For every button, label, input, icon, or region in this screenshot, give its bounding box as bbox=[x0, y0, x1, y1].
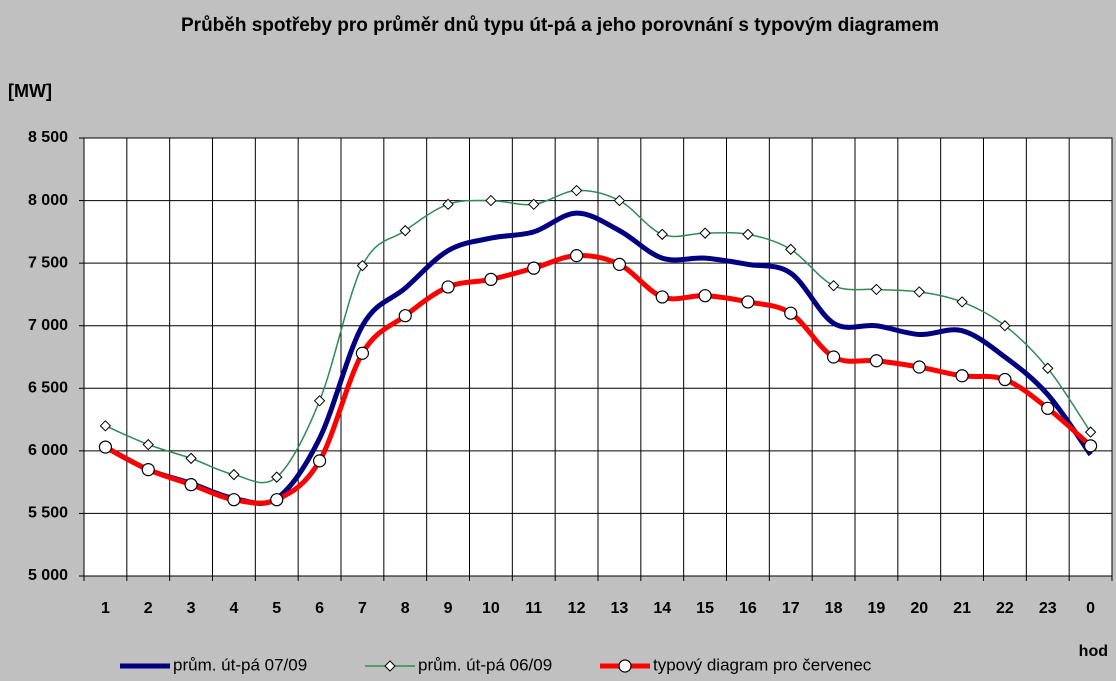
x-tick-label: 12 bbox=[568, 600, 586, 617]
x-tick-label: 18 bbox=[825, 600, 843, 617]
y-tick-label: 7 500 bbox=[28, 254, 68, 271]
marker bbox=[826, 350, 841, 364]
x-tick-label: 16 bbox=[739, 600, 757, 617]
y-tick-label: 7 000 bbox=[28, 317, 68, 334]
marker bbox=[612, 257, 627, 271]
x-tick-label: 13 bbox=[611, 600, 629, 617]
marker bbox=[399, 224, 411, 237]
marker bbox=[271, 471, 283, 483]
marker bbox=[228, 468, 240, 481]
marker bbox=[655, 290, 669, 304]
marker bbox=[528, 198, 540, 211]
y-tick-label: 6 000 bbox=[28, 442, 68, 459]
marker bbox=[741, 295, 755, 309]
marker bbox=[1042, 362, 1054, 374]
legend-label: prům. út-pá 07/09 bbox=[173, 655, 307, 674]
x-tick-label: 22 bbox=[996, 600, 1014, 617]
marker bbox=[785, 243, 797, 256]
marker bbox=[613, 194, 626, 207]
marker bbox=[441, 280, 455, 294]
marker bbox=[869, 354, 884, 368]
x-tick-label: 8 bbox=[401, 600, 410, 617]
legend-label: prům. út-pá 06/09 bbox=[418, 655, 552, 674]
marker bbox=[184, 478, 198, 492]
marker bbox=[1041, 401, 1055, 415]
y-tick-label: 8 000 bbox=[28, 192, 68, 209]
marker bbox=[570, 184, 583, 197]
x-tick-label: 23 bbox=[1039, 600, 1057, 617]
x-tick-label: 19 bbox=[868, 600, 886, 617]
x-tick-label: 4 bbox=[229, 600, 238, 617]
chart-title: Průběh spotřeby pro průměr dnů typu út-p… bbox=[181, 15, 939, 36]
x-tick-label: 9 bbox=[444, 600, 453, 617]
marker bbox=[955, 369, 969, 383]
x-tick-label: 17 bbox=[782, 600, 800, 617]
marker bbox=[913, 286, 925, 298]
y-tick-label: 6 500 bbox=[28, 380, 68, 397]
marker bbox=[442, 198, 454, 211]
marker bbox=[313, 395, 326, 407]
x-axis-label: hod bbox=[1079, 643, 1108, 660]
x-tick-label: 0 bbox=[1086, 600, 1095, 617]
marker bbox=[1083, 439, 1098, 453]
marker bbox=[185, 452, 197, 465]
marker bbox=[485, 194, 497, 207]
x-tick-label: 14 bbox=[653, 600, 671, 617]
marker bbox=[227, 493, 241, 507]
marker bbox=[142, 438, 154, 451]
x-tick-label: 15 bbox=[696, 600, 714, 617]
marker bbox=[742, 228, 754, 241]
marker bbox=[384, 660, 396, 672]
marker bbox=[618, 659, 632, 673]
marker bbox=[870, 283, 883, 296]
marker bbox=[698, 289, 712, 303]
y-tick-label: 5 500 bbox=[28, 505, 68, 522]
marker bbox=[527, 261, 541, 275]
x-tick-label: 11 bbox=[525, 600, 542, 617]
marker bbox=[141, 463, 155, 477]
marker bbox=[784, 306, 798, 320]
marker bbox=[999, 320, 1011, 332]
marker bbox=[956, 296, 968, 308]
marker bbox=[998, 372, 1012, 387]
marker bbox=[656, 228, 668, 241]
y-axis-label: [MW] bbox=[8, 81, 52, 101]
marker bbox=[699, 227, 711, 239]
marker bbox=[398, 309, 412, 323]
legend-label: typový diagram pro červenec bbox=[653, 655, 872, 674]
x-tick-label: 3 bbox=[187, 600, 196, 617]
marker bbox=[569, 249, 584, 263]
marker bbox=[355, 346, 370, 360]
x-tick-label: 20 bbox=[910, 600, 928, 617]
x-tick-label: 6 bbox=[315, 600, 324, 617]
marker bbox=[1084, 426, 1097, 438]
marker bbox=[270, 493, 284, 507]
y-tick-label: 8 500 bbox=[28, 129, 68, 146]
marker bbox=[99, 420, 112, 432]
y-tick-label: 5 000 bbox=[28, 567, 68, 584]
x-tick-label: 1 bbox=[101, 600, 110, 617]
x-tick-label: 21 bbox=[953, 600, 971, 617]
x-tick-label: 10 bbox=[482, 600, 500, 617]
marker bbox=[912, 360, 926, 374]
marker bbox=[98, 440, 113, 454]
x-tick-label: 5 bbox=[272, 600, 281, 617]
marker bbox=[827, 279, 840, 292]
marker bbox=[356, 259, 369, 272]
x-tick-label: 7 bbox=[358, 600, 367, 617]
x-tick-label: 2 bbox=[144, 600, 153, 617]
marker bbox=[312, 454, 327, 468]
marker bbox=[484, 272, 498, 287]
